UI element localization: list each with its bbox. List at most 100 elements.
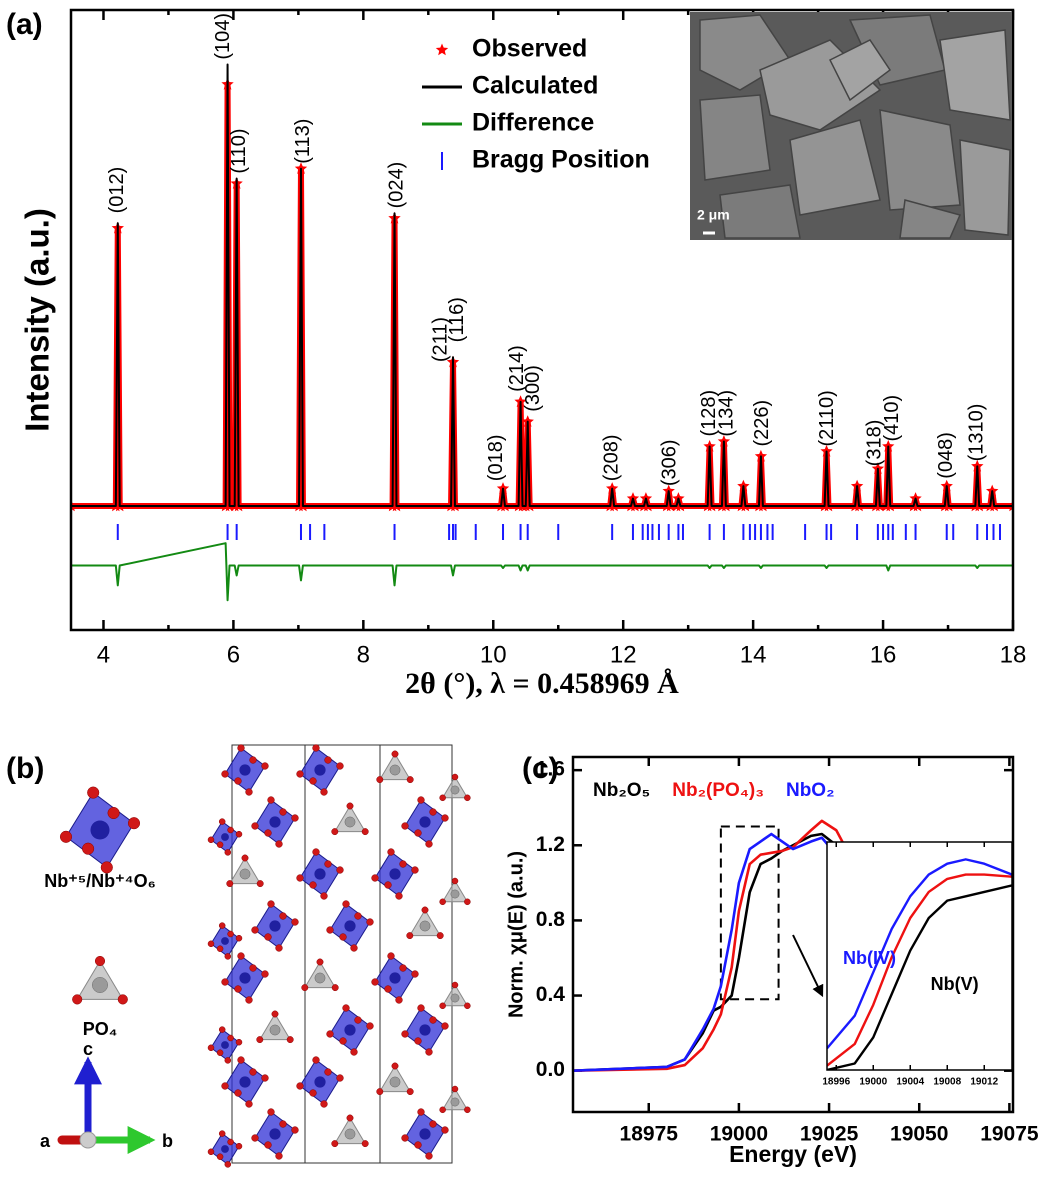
- o-atom: [234, 985, 242, 993]
- o-atom: [235, 1142, 243, 1150]
- p-atom: [92, 977, 108, 993]
- o-atom: [326, 926, 334, 934]
- axis-origin: [79, 1131, 97, 1149]
- legend-label: Observed: [472, 35, 587, 63]
- plot-frame: [69, 8, 1015, 632]
- x-tick-label: 8: [357, 641, 370, 668]
- annotation: (318): [864, 420, 886, 467]
- inset-background: [827, 842, 1012, 1070]
- o-atom: [331, 1140, 339, 1148]
- nb-atom: [419, 1128, 431, 1140]
- o-atom: [237, 952, 245, 960]
- o-atom: [436, 932, 444, 940]
- o-atom: [336, 762, 344, 770]
- o-atom: [235, 830, 243, 838]
- o-atom: [227, 826, 234, 834]
- p-atom: [344, 816, 356, 828]
- nb-atom: [239, 972, 251, 984]
- o-atom: [221, 770, 229, 778]
- o-atom: [451, 773, 459, 781]
- o-atom: [216, 945, 224, 952]
- nb-atom: [314, 1076, 326, 1088]
- o-atom: [371, 874, 379, 882]
- o-atom: [441, 1022, 449, 1030]
- o-atom: [371, 978, 379, 986]
- sem-grain: [828, 39, 892, 102]
- o-atom: [216, 1049, 224, 1056]
- o-atom: [309, 777, 317, 785]
- o-atom: [451, 1085, 459, 1093]
- o-atom: [218, 922, 226, 929]
- o-atom: [414, 1141, 422, 1149]
- o-atom: [425, 1152, 433, 1160]
- o-atom: [251, 926, 259, 934]
- o-atom: [267, 1108, 275, 1116]
- o-atom: [429, 808, 437, 816]
- legend-label: Calculated: [472, 72, 598, 100]
- x-tick-label: 16: [870, 641, 897, 668]
- o-atom: [207, 1044, 215, 1052]
- o-atom: [309, 1089, 317, 1097]
- o-atom: [224, 849, 232, 856]
- o-atom: [226, 880, 234, 888]
- o-atom: [441, 814, 449, 822]
- o-atom: [429, 1016, 437, 1024]
- o-atom: [59, 830, 73, 843]
- o-atom: [387, 952, 395, 960]
- panel-label: (c): [522, 752, 559, 785]
- o-atom: [425, 1048, 433, 1056]
- o-atom: [417, 796, 425, 804]
- o-atom: [339, 1037, 347, 1045]
- p-atom: [389, 764, 401, 776]
- o-atom: [261, 762, 269, 770]
- o-atom: [224, 1057, 232, 1064]
- o-atom: [376, 776, 384, 784]
- sem-inset: [690, 12, 1012, 240]
- o-atom: [354, 912, 362, 920]
- series-line: [71, 63, 1013, 507]
- zoom-box: [719, 825, 780, 1001]
- o-atom: [296, 770, 304, 778]
- nb-atom: [221, 937, 229, 945]
- x-tick-label: 18996: [822, 1077, 850, 1088]
- annotation: (018): [485, 434, 507, 481]
- o-atom: [411, 866, 419, 874]
- nb-atom: [221, 833, 229, 841]
- nb-atom: [239, 1076, 251, 1088]
- x-tick-label: 4: [97, 641, 110, 668]
- o-atom: [406, 932, 414, 940]
- p-atom: [389, 1076, 401, 1088]
- o-atom: [264, 1141, 272, 1149]
- annotation: (306): [658, 439, 680, 486]
- o-atom: [324, 860, 332, 868]
- o-atom: [241, 854, 249, 862]
- o-atom: [342, 1004, 350, 1012]
- o-atom: [350, 944, 358, 952]
- legend-label: Bragg Position: [472, 146, 650, 174]
- o-atom: [354, 1016, 362, 1024]
- o-atom: [224, 953, 232, 960]
- annotation: (410): [881, 395, 903, 442]
- axis-label: c: [83, 1039, 93, 1059]
- o-atom: [439, 1106, 446, 1114]
- p-atom: [450, 889, 460, 899]
- o-atom: [245, 788, 253, 796]
- o-atom: [267, 900, 275, 908]
- o-atom: [421, 906, 429, 914]
- annotation: (012): [106, 167, 128, 214]
- annotation: Nb(V): [931, 974, 979, 994]
- o-atom: [249, 756, 257, 764]
- o-atom: [271, 1010, 279, 1018]
- annotation: (048): [935, 432, 957, 479]
- o-atom: [261, 1074, 269, 1082]
- y-tick-label: 1.2: [536, 833, 565, 856]
- sem-grain: [939, 29, 1011, 121]
- o-atom: [441, 1126, 449, 1134]
- o-atom: [439, 794, 446, 802]
- o-atom: [221, 978, 229, 986]
- p-atom: [450, 993, 460, 1003]
- annotation: (128): [698, 390, 720, 437]
- annotation: (300): [522, 365, 544, 412]
